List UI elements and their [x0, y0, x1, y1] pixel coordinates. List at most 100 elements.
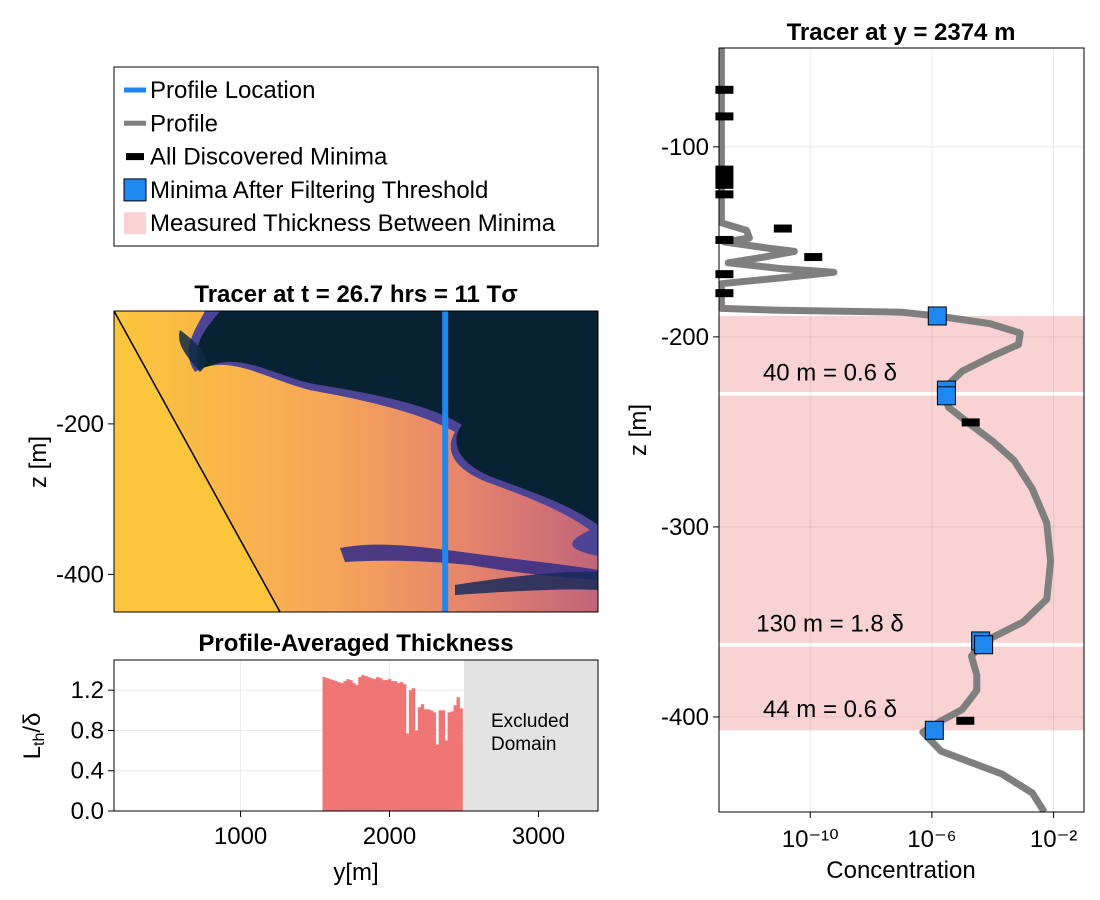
- profile-frame: [718, 47, 1085, 813]
- thickness-xlabel: y[m]: [333, 859, 378, 886]
- slope-line: [114, 311, 281, 612]
- minimum-marker: [773, 224, 792, 233]
- thickness-band: [719, 646, 1084, 731]
- legend: Profile Location Profile All Discovered Mi…: [113, 66, 599, 247]
- minimum-marker: [715, 235, 734, 244]
- thickness-bar: [402, 684, 407, 811]
- thickness-bar: [382, 680, 386, 811]
- thickness-bar: [343, 681, 347, 811]
- profile-title: Tracer at y = 2374 m: [787, 19, 1016, 46]
- thickness-bar: [411, 688, 416, 811]
- tracer-field-title: Tracer at t = 26.7 hrs = 11 Tσ: [194, 281, 517, 308]
- thickness-bands: [719, 315, 1084, 731]
- minimum-marker: [715, 85, 734, 94]
- thickness-bar: [334, 681, 338, 811]
- heatmap-ylabel: z [m]: [25, 436, 52, 488]
- excluded-domain-label-line2: Domain: [491, 734, 556, 755]
- thickness-bar: [355, 685, 359, 811]
- filtered-minimum-marker: [924, 720, 944, 740]
- thickness-band: [719, 395, 1084, 643]
- plume-filament-upper: [179, 330, 207, 372]
- thickness-bar: [423, 709, 428, 811]
- profile-ylabel: z [m]: [625, 404, 652, 456]
- profile-panel: Tracer at y = 2374 m 40 m = 0.6 δ 130 m =…: [625, 19, 1085, 884]
- thickness-bar: [379, 678, 383, 811]
- thickness-bar: [373, 679, 377, 811]
- thickness-bar: [390, 681, 395, 811]
- thickness-bar: [405, 733, 410, 811]
- thickness-bar: [322, 677, 326, 811]
- heatmap-y-tick-label: -200: [56, 411, 104, 438]
- thickness-bar: [441, 710, 446, 811]
- minimum-marker: [715, 180, 734, 189]
- thickness-bar: [456, 697, 460, 811]
- thickness-bar: [414, 730, 419, 811]
- thickness-bar: [444, 740, 448, 811]
- thickness-bar: [367, 677, 371, 811]
- minimum-marker: [961, 418, 980, 427]
- thickness-bar: [399, 682, 404, 811]
- thickness-bar: [325, 678, 329, 811]
- thickness-bar: [429, 710, 434, 811]
- plume-lower-streak: [455, 571, 598, 595]
- plume-intrusion-band: [340, 544, 598, 580]
- profile-xlabel: Concentration: [826, 857, 975, 884]
- thickness-bar: [426, 709, 431, 811]
- thickness-bar: [447, 712, 451, 811]
- minimum-marker: [715, 289, 734, 298]
- thickness-bar: [417, 707, 422, 811]
- thickness-title: Profile-Averaged Thickness: [198, 630, 513, 657]
- filtered-minima-markers: [924, 306, 994, 740]
- excluded-domain-label-line1: Excluded: [491, 711, 569, 732]
- profile-x-tick-label: 10⁻¹⁰: [782, 826, 839, 853]
- minimum-marker: [715, 165, 734, 174]
- legend-swatch-minima: [126, 153, 144, 161]
- thickness-x-tick-label: 1000: [214, 823, 267, 850]
- thickness-bar: [420, 704, 425, 811]
- legend-label: All Discovered Minima: [150, 144, 388, 171]
- thickness-bar: [349, 680, 353, 811]
- legend-swatch-band: [124, 212, 146, 235]
- minimum-marker: [956, 716, 975, 725]
- thickness-bar: [358, 677, 362, 811]
- thickness-bar: [459, 708, 463, 811]
- thickness-bar: [408, 690, 413, 811]
- legend-items: Profile Location Profile All Discovered Mi…: [123, 77, 556, 237]
- thickness-bar: [340, 683, 344, 811]
- filtered-minimum-marker: [974, 635, 994, 655]
- thickness-bar: [396, 683, 401, 811]
- thickness-x-ticks: 1000 2000 3000: [214, 811, 565, 850]
- thickness-bar: [393, 681, 398, 811]
- band-label: 44 m = 0.6 δ: [763, 696, 897, 723]
- thickness-bar: [346, 679, 350, 811]
- thickness-ylabel: Lth/δ: [19, 713, 48, 760]
- heatmap-y-tick-label: -400: [56, 561, 104, 588]
- filtered-minimum-marker: [927, 306, 947, 326]
- thickness-bar: [328, 679, 332, 811]
- thickness-x-tick-label: 2000: [363, 823, 416, 850]
- thickness-bar: [361, 675, 365, 811]
- thickness-y-tick-label: 0.0: [71, 798, 104, 825]
- profile-grid: [719, 48, 1084, 812]
- thickness-bar: [352, 683, 356, 811]
- thickness-bar: [388, 679, 392, 811]
- all-minima-markers: [715, 85, 993, 725]
- thickness-x-tick-label: 3000: [512, 823, 565, 850]
- band-labels: 40 m = 0.6 δ 130 m = 1.8 δ 44 m = 0.6 δ: [756, 360, 903, 723]
- thickness-bar: [376, 677, 380, 811]
- excluded-domain: [463, 660, 598, 811]
- thickness-bars: [322, 675, 463, 811]
- thickness-y-ticks: 0.0 0.4 0.8 1.2: [71, 677, 114, 825]
- legend-label: Profile: [150, 110, 218, 137]
- tracer-field-panel: Tracer at t = 26.7 hrs = 11 Tσ z [m] -20…: [25, 281, 599, 613]
- thickness-bar: [385, 680, 389, 811]
- thickness-bar: [364, 676, 368, 811]
- legend-box: [113, 66, 599, 247]
- thickness-bar: [435, 744, 440, 811]
- profile-y-tick-label: -100: [661, 134, 709, 161]
- thickness-y-tick-label: 0.4: [71, 758, 104, 785]
- filtered-minimum-marker: [936, 386, 956, 406]
- profile-x-tick-label: 10⁻⁶: [907, 826, 956, 853]
- band-label: 40 m = 0.6 δ: [763, 360, 897, 387]
